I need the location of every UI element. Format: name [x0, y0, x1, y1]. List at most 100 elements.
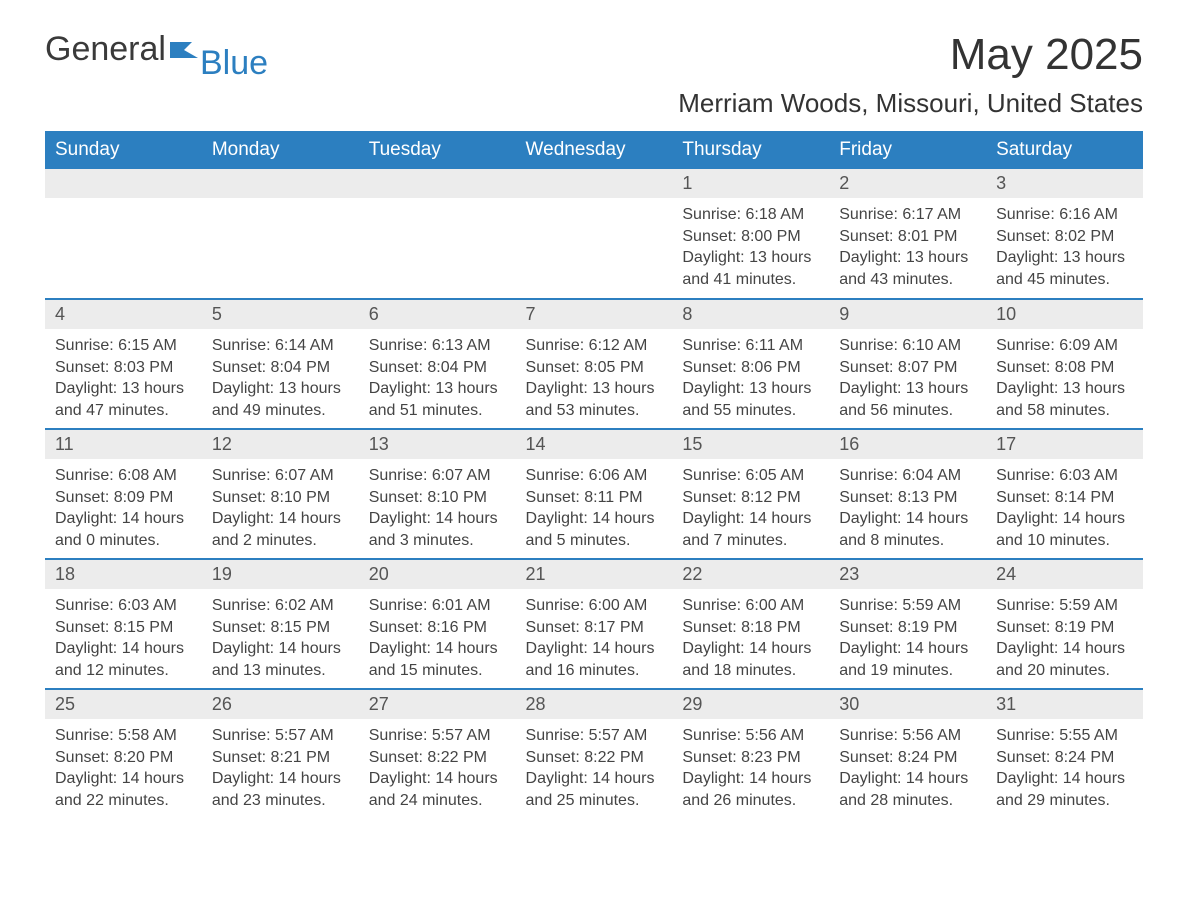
logo-text-1: General: [45, 30, 166, 69]
calendar-cell: 11Sunrise: 6:08 AMSunset: 8:09 PMDayligh…: [45, 429, 202, 559]
sunset-line: Sunset: 8:24 PM: [996, 747, 1133, 769]
sunset-line: Sunset: 8:07 PM: [839, 357, 976, 379]
day-details: Sunrise: 5:59 AMSunset: 8:19 PMDaylight:…: [986, 589, 1143, 687]
sunset-line: Sunset: 8:10 PM: [369, 487, 506, 509]
sunrise-line: Sunrise: 5:57 AM: [369, 725, 506, 747]
day-number: [359, 169, 516, 198]
calendar-cell: 19Sunrise: 6:02 AMSunset: 8:15 PMDayligh…: [202, 559, 359, 689]
daylight-line: Daylight: 14 hours and 23 minutes.: [212, 768, 349, 811]
day-number: 30: [829, 690, 986, 719]
day-details: Sunrise: 6:03 AMSunset: 8:15 PMDaylight:…: [45, 589, 202, 687]
sunrise-line: Sunrise: 6:11 AM: [682, 335, 819, 357]
calendar-cell: 17Sunrise: 6:03 AMSunset: 8:14 PMDayligh…: [986, 429, 1143, 559]
calendar-cell: 18Sunrise: 6:03 AMSunset: 8:15 PMDayligh…: [45, 559, 202, 689]
header: General Blue May 2025: [45, 30, 1143, 80]
sunrise-line: Sunrise: 5:56 AM: [839, 725, 976, 747]
calendar-cell: 7Sunrise: 6:12 AMSunset: 8:05 PMDaylight…: [516, 299, 673, 429]
daylight-line: Daylight: 13 hours and 56 minutes.: [839, 378, 976, 421]
day-number: 27: [359, 690, 516, 719]
daylight-line: Daylight: 14 hours and 13 minutes.: [212, 638, 349, 681]
day-details: Sunrise: 5:57 AMSunset: 8:22 PMDaylight:…: [516, 719, 673, 817]
calendar-cell: 29Sunrise: 5:56 AMSunset: 8:23 PMDayligh…: [672, 689, 829, 819]
calendar-cell: 5Sunrise: 6:14 AMSunset: 8:04 PMDaylight…: [202, 299, 359, 429]
logo-flag-icon: [170, 28, 198, 67]
calendar-cell: 31Sunrise: 5:55 AMSunset: 8:24 PMDayligh…: [986, 689, 1143, 819]
day-details: Sunrise: 6:10 AMSunset: 8:07 PMDaylight:…: [829, 329, 986, 427]
daylight-line: Daylight: 14 hours and 29 minutes.: [996, 768, 1133, 811]
sunrise-line: Sunrise: 6:03 AM: [55, 595, 192, 617]
day-number: 23: [829, 560, 986, 589]
day-number: 24: [986, 560, 1143, 589]
sunset-line: Sunset: 8:04 PM: [212, 357, 349, 379]
sunrise-line: Sunrise: 6:10 AM: [839, 335, 976, 357]
calendar-cell: 12Sunrise: 6:07 AMSunset: 8:10 PMDayligh…: [202, 429, 359, 559]
calendar-cell: 2Sunrise: 6:17 AMSunset: 8:01 PMDaylight…: [829, 169, 986, 299]
calendar-cell: 9Sunrise: 6:10 AMSunset: 8:07 PMDaylight…: [829, 299, 986, 429]
sunrise-line: Sunrise: 6:05 AM: [682, 465, 819, 487]
logo: General Blue: [45, 30, 268, 69]
calendar-cell: [45, 169, 202, 299]
calendar-cell: 26Sunrise: 5:57 AMSunset: 8:21 PMDayligh…: [202, 689, 359, 819]
daylight-line: Daylight: 13 hours and 49 minutes.: [212, 378, 349, 421]
sunset-line: Sunset: 8:06 PM: [682, 357, 819, 379]
sunset-line: Sunset: 8:18 PM: [682, 617, 819, 639]
daylight-line: Daylight: 14 hours and 25 minutes.: [526, 768, 663, 811]
sunrise-line: Sunrise: 6:17 AM: [839, 204, 976, 226]
calendar-cell: 15Sunrise: 6:05 AMSunset: 8:12 PMDayligh…: [672, 429, 829, 559]
sunrise-line: Sunrise: 6:15 AM: [55, 335, 192, 357]
day-details: Sunrise: 5:57 AMSunset: 8:22 PMDaylight:…: [359, 719, 516, 817]
calendar-row: 18Sunrise: 6:03 AMSunset: 8:15 PMDayligh…: [45, 559, 1143, 689]
calendar-cell: 4Sunrise: 6:15 AMSunset: 8:03 PMDaylight…: [45, 299, 202, 429]
calendar-cell: 10Sunrise: 6:09 AMSunset: 8:08 PMDayligh…: [986, 299, 1143, 429]
day-details: Sunrise: 6:09 AMSunset: 8:08 PMDaylight:…: [986, 329, 1143, 427]
calendar-row: 4Sunrise: 6:15 AMSunset: 8:03 PMDaylight…: [45, 299, 1143, 429]
day-number: 5: [202, 300, 359, 329]
day-details: Sunrise: 5:56 AMSunset: 8:23 PMDaylight:…: [672, 719, 829, 817]
day-number: 14: [516, 430, 673, 459]
sunset-line: Sunset: 8:08 PM: [996, 357, 1133, 379]
calendar-header-cell: Monday: [202, 131, 359, 169]
day-number: 31: [986, 690, 1143, 719]
sunset-line: Sunset: 8:22 PM: [526, 747, 663, 769]
sunrise-line: Sunrise: 6:09 AM: [996, 335, 1133, 357]
sunrise-line: Sunrise: 6:06 AM: [526, 465, 663, 487]
sunset-line: Sunset: 8:16 PM: [369, 617, 506, 639]
day-details: Sunrise: 6:03 AMSunset: 8:14 PMDaylight:…: [986, 459, 1143, 557]
day-number: [202, 169, 359, 198]
day-details: Sunrise: 6:17 AMSunset: 8:01 PMDaylight:…: [829, 198, 986, 296]
daylight-line: Daylight: 14 hours and 8 minutes.: [839, 508, 976, 551]
day-number: 4: [45, 300, 202, 329]
day-number: 10: [986, 300, 1143, 329]
calendar-cell: 27Sunrise: 5:57 AMSunset: 8:22 PMDayligh…: [359, 689, 516, 819]
calendar-cell: [202, 169, 359, 299]
sunrise-line: Sunrise: 5:58 AM: [55, 725, 192, 747]
sunrise-line: Sunrise: 6:00 AM: [682, 595, 819, 617]
daylight-line: Daylight: 14 hours and 2 minutes.: [212, 508, 349, 551]
calendar-cell: 13Sunrise: 6:07 AMSunset: 8:10 PMDayligh…: [359, 429, 516, 559]
calendar-cell: 14Sunrise: 6:06 AMSunset: 8:11 PMDayligh…: [516, 429, 673, 559]
sunset-line: Sunset: 8:22 PM: [369, 747, 506, 769]
day-details: Sunrise: 6:13 AMSunset: 8:04 PMDaylight:…: [359, 329, 516, 427]
sunset-line: Sunset: 8:21 PM: [212, 747, 349, 769]
day-number: 21: [516, 560, 673, 589]
sunset-line: Sunset: 8:02 PM: [996, 226, 1133, 248]
sunrise-line: Sunrise: 6:14 AM: [212, 335, 349, 357]
sunset-line: Sunset: 8:15 PM: [212, 617, 349, 639]
sunrise-line: Sunrise: 5:56 AM: [682, 725, 819, 747]
sunrise-line: Sunrise: 6:13 AM: [369, 335, 506, 357]
day-details: Sunrise: 6:14 AMSunset: 8:04 PMDaylight:…: [202, 329, 359, 427]
day-number: 7: [516, 300, 673, 329]
day-details: Sunrise: 6:07 AMSunset: 8:10 PMDaylight:…: [359, 459, 516, 557]
calendar-header-cell: Tuesday: [359, 131, 516, 169]
sunrise-line: Sunrise: 6:03 AM: [996, 465, 1133, 487]
day-number: 16: [829, 430, 986, 459]
day-details: Sunrise: 6:08 AMSunset: 8:09 PMDaylight:…: [45, 459, 202, 557]
calendar-row: 25Sunrise: 5:58 AMSunset: 8:20 PMDayligh…: [45, 689, 1143, 819]
calendar-body: 1Sunrise: 6:18 AMSunset: 8:00 PMDaylight…: [45, 169, 1143, 819]
daylight-line: Daylight: 13 hours and 53 minutes.: [526, 378, 663, 421]
day-number: 15: [672, 430, 829, 459]
calendar-header-cell: Wednesday: [516, 131, 673, 169]
sunset-line: Sunset: 8:09 PM: [55, 487, 192, 509]
sunrise-line: Sunrise: 5:57 AM: [212, 725, 349, 747]
calendar-row: 11Sunrise: 6:08 AMSunset: 8:09 PMDayligh…: [45, 429, 1143, 559]
